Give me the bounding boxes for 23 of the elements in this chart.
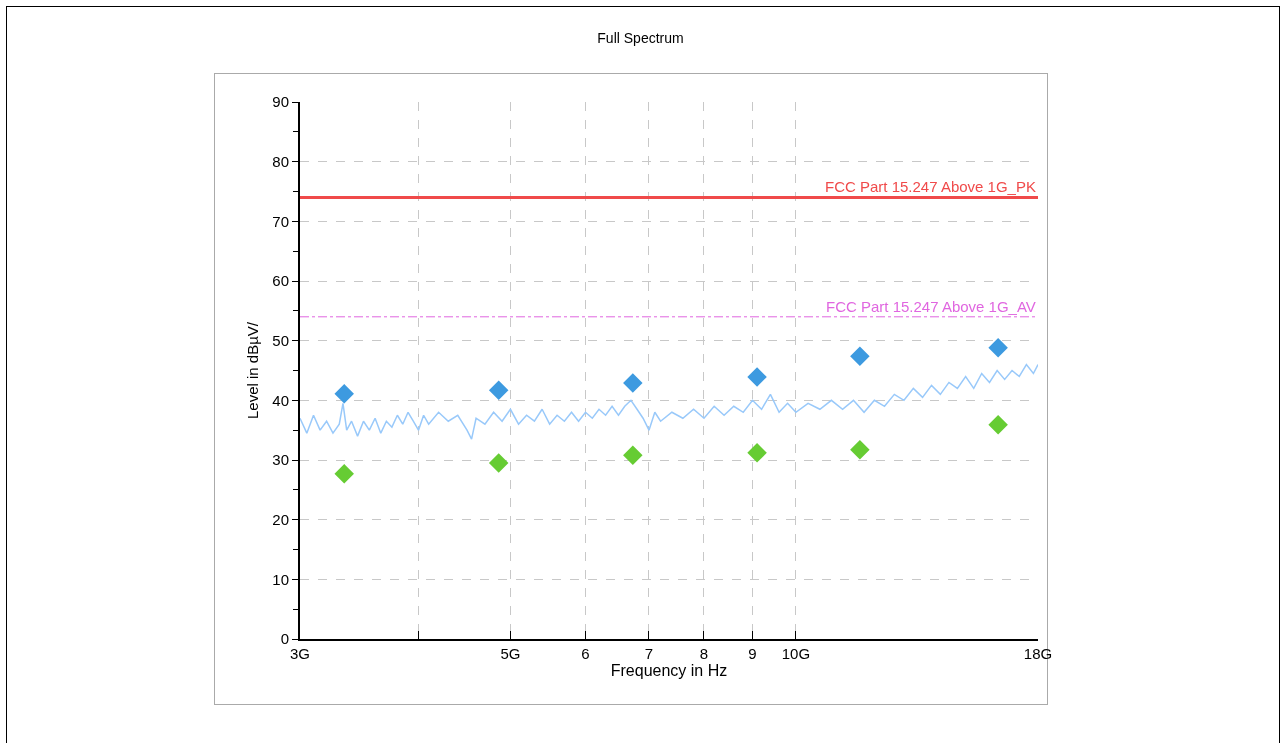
x-tick-label: 18G <box>1023 645 1053 662</box>
x-tick-label: 10G <box>781 645 811 662</box>
y-tick-label: 0 <box>280 630 289 648</box>
y-tick-label: 20 <box>272 510 289 528</box>
x-tick-label: 8 <box>699 645 709 662</box>
chart-title: Full Spectrum <box>597 30 684 47</box>
y-tick-label: 70 <box>272 212 289 230</box>
x-tick-label: 7 <box>644 645 654 662</box>
y-tick-label: 40 <box>272 391 289 409</box>
y-tick-label: 50 <box>272 331 289 349</box>
x-axis-title: Frequency in Hz <box>610 662 728 680</box>
y-axis-title: Level in dBµV/ <box>244 321 262 420</box>
y-tick-label: 60 <box>272 272 289 290</box>
ref-line-label: FCC Part 15.247 Above 1G_AV <box>826 298 1036 315</box>
y-tick-label: 10 <box>272 570 289 588</box>
ref-line-label: FCC Part 15.247 Above 1G_PK <box>825 178 1036 195</box>
y-tick-label: 30 <box>272 451 289 469</box>
x-tick-label: 6 <box>581 645 590 662</box>
y-tick-label: 90 <box>272 93 289 111</box>
x-tick-label: 5G <box>500 645 521 662</box>
x-tick-label: 3G <box>289 645 311 662</box>
x-tick-label: 9 <box>748 645 757 662</box>
y-tick-label: 80 <box>272 152 289 170</box>
